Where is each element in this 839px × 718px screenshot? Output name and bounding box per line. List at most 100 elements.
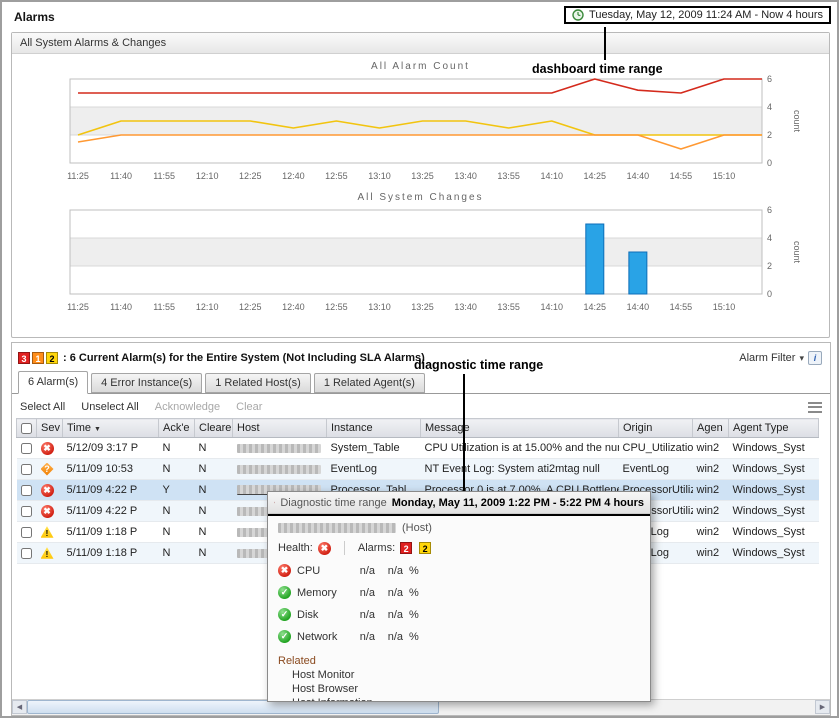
severity-cell: ?	[37, 459, 63, 480]
severity-cell: ✖	[37, 480, 63, 501]
host-suffix: (Host)	[402, 522, 432, 534]
time-cell: 5/11/09 1:18 P	[63, 543, 159, 564]
page-title: Alarms	[14, 10, 55, 24]
svg-text:11:40: 11:40	[110, 302, 132, 312]
checkbox-cell[interactable]	[17, 522, 37, 543]
alarm-row[interactable]: ✖5/12/09 3:17 PNNSystem_TableCPU Utiliza…	[17, 438, 819, 459]
row-checkbox[interactable]	[21, 464, 32, 475]
col-message[interactable]: Message	[421, 419, 619, 438]
checkbox-cell[interactable]	[17, 480, 37, 501]
customizer-icon[interactable]	[808, 402, 822, 413]
host-cell[interactable]	[233, 459, 327, 480]
message-cell: CPU Utilization is at 15.00% and the num…	[421, 438, 619, 459]
acked-cell: Y	[159, 480, 195, 501]
host-monitor-link[interactable]: Host Monitor	[292, 669, 640, 681]
scroll-left-arrow-icon[interactable]	[12, 700, 27, 714]
host-information-link[interactable]: Host Information	[292, 697, 640, 702]
all-system-alarms-panel: All System Alarms & Changes All Alarm Co…	[11, 32, 830, 338]
col-time[interactable]: Time▼	[63, 419, 159, 438]
row-checkbox[interactable]	[21, 527, 32, 538]
select-all-checkbox[interactable]	[21, 423, 32, 434]
warning-alarm-badge: 2	[419, 542, 431, 554]
annotation-line-diagnostic	[463, 374, 465, 491]
severity-cell: ✖	[37, 438, 63, 459]
row-checkbox[interactable]	[21, 506, 32, 517]
metric-unit: %	[409, 565, 419, 577]
message-cell: NT Event Log: System ati2mtag null	[421, 459, 619, 480]
instance-cell: EventLog	[327, 459, 421, 480]
svg-text:count: count	[792, 241, 802, 264]
agent-type-cell: Windows_Syst	[729, 438, 819, 459]
row-checkbox[interactable]	[21, 548, 32, 559]
alarm-count-chart: 11:2511:4011:5512:1012:2512:4012:5513:10…	[22, 73, 822, 185]
svg-text:12:10: 12:10	[196, 302, 219, 312]
alarm-summary-text: : 6 Current Alarm(s) for the Entire Syst…	[63, 352, 425, 364]
critical-icon: ✖	[41, 442, 54, 455]
info-icon[interactable]	[808, 351, 822, 365]
host-cell[interactable]	[233, 438, 327, 459]
tab-1-related-agent-s[interactable]: 1 Related Agent(s)	[314, 373, 425, 393]
alarms-label: Alarms:	[358, 542, 395, 554]
checkbox-cell[interactable]	[17, 501, 37, 522]
svg-text:11:55: 11:55	[153, 302, 175, 312]
col-host[interactable]: Host	[233, 419, 327, 438]
diagnostic-time-range: Diagnostic time range Monday, May 11, 20…	[268, 492, 650, 514]
instance-cell: System_Table	[327, 438, 421, 459]
svg-text:0: 0	[767, 158, 772, 168]
unselect-all-button[interactable]: Unselect All	[81, 401, 138, 413]
checkbox-cell[interactable]	[17, 459, 37, 480]
svg-text:6: 6	[767, 205, 772, 215]
svg-text:12:40: 12:40	[282, 302, 305, 312]
col-cleare[interactable]: Cleare	[195, 419, 233, 438]
tab-4-error-instance-s[interactable]: 4 Error Instance(s)	[91, 373, 202, 393]
tab-1-related-host-s[interactable]: 1 Related Host(s)	[205, 373, 311, 393]
col-instance[interactable]: Instance	[327, 419, 421, 438]
svg-text:11:55: 11:55	[153, 171, 175, 181]
row-checkbox[interactable]	[21, 485, 32, 496]
agent-cell: win2	[693, 543, 729, 564]
svg-text:12:55: 12:55	[325, 302, 348, 312]
metric-name: Disk	[297, 609, 353, 621]
error-icon: ?	[41, 463, 54, 476]
host-redacted[interactable]	[237, 444, 321, 453]
acked-cell: N	[159, 459, 195, 480]
select-all-cell[interactable]	[17, 419, 37, 438]
scroll-right-arrow-icon[interactable]	[815, 700, 830, 714]
acked-cell: N	[159, 501, 195, 522]
alarm-filter[interactable]: Alarm Filter	[739, 351, 822, 365]
agent-type-cell: Windows_Syst	[729, 480, 819, 501]
col-ack-e[interactable]: Ack'e	[159, 419, 195, 438]
metric-unit: %	[409, 609, 419, 621]
col-sev[interactable]: Sev	[37, 419, 63, 438]
critical-icon: ✖	[278, 564, 291, 577]
col-agent-type[interactable]: Agent Type	[729, 419, 819, 438]
severity-badges: 312	[18, 352, 60, 365]
dashboard-time-range[interactable]: Tuesday, May 12, 2009 11:24 AM - Now 4 h…	[564, 6, 831, 24]
svg-text:14:25: 14:25	[584, 171, 607, 181]
col-agen[interactable]: Agen	[693, 419, 729, 438]
host-name-redacted	[278, 523, 396, 533]
row-checkbox[interactable]	[21, 443, 32, 454]
metric-network: ✓Networkn/an/a%	[278, 630, 640, 643]
svg-text:14:10: 14:10	[540, 171, 563, 181]
svg-text:11:25: 11:25	[67, 171, 89, 181]
alarm-row[interactable]: ?5/11/09 10:53NNEventLogNT Event Log: Sy…	[17, 459, 819, 480]
col-origin[interactable]: Origin	[619, 419, 693, 438]
alarm-count-chart-title: All Alarm Count	[12, 61, 829, 72]
host-redacted[interactable]	[237, 465, 321, 474]
tab-6-alarm-s[interactable]: 6 Alarm(s)	[18, 371, 88, 394]
toolbar-actions: Select AllUnselect AllAcknowledgeClear	[20, 401, 278, 413]
checkbox-cell[interactable]	[17, 438, 37, 459]
metric-current: n/a	[353, 631, 375, 643]
select-all-button[interactable]: Select All	[20, 401, 65, 413]
time-cell: 5/12/09 3:17 P	[63, 438, 159, 459]
host-browser-link[interactable]: Host Browser	[292, 683, 640, 695]
checkbox-cell[interactable]	[17, 543, 37, 564]
agent-type-cell: Windows_Syst	[729, 522, 819, 543]
agent-cell: win2	[693, 480, 729, 501]
acked-cell: N	[159, 522, 195, 543]
metric-list: ✖CPUn/an/a%✓Memoryn/an/a%✓Diskn/an/a%✓Ne…	[278, 564, 640, 643]
metric-current: n/a	[353, 565, 375, 577]
scrollbar-thumb[interactable]	[27, 700, 439, 714]
system-changes-chart: 11:2511:4011:5512:1012:2512:4012:5513:10…	[22, 204, 822, 316]
